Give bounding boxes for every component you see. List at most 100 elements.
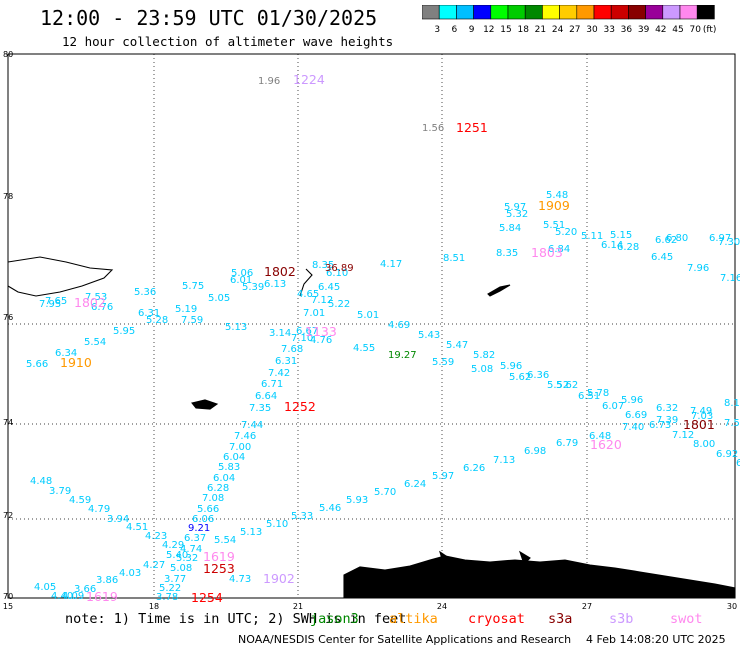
lat-label: 78 bbox=[3, 192, 13, 201]
wave-height-label: 4.23 bbox=[145, 531, 167, 542]
wave-height-label: 5.08 bbox=[170, 563, 192, 574]
wave-height-label: 5.43 bbox=[418, 330, 440, 341]
wave-height-label: 5.01 bbox=[357, 310, 379, 321]
wave-height-label: 7.44 bbox=[241, 420, 263, 431]
wave-height-label: 6.32 bbox=[656, 403, 678, 414]
wave-height-label: 6.14 bbox=[601, 240, 623, 251]
pass-time-label: 1902 bbox=[263, 571, 295, 586]
lon-label: 21 bbox=[293, 602, 303, 611]
scale-bin-label: 27 bbox=[569, 25, 580, 35]
wave-height-label: 4.48 bbox=[30, 476, 52, 487]
scale-bin-label: 21 bbox=[535, 25, 546, 35]
wave-height-label: 6.69 bbox=[625, 410, 647, 421]
wave-height-label: 8.1 bbox=[724, 398, 740, 409]
wave-height-label: 6. bbox=[736, 458, 740, 469]
wave-height-label: 4.55 bbox=[353, 343, 375, 354]
wave-height-label: 6.24 bbox=[404, 479, 426, 490]
wave-height-label: 7.59 bbox=[181, 315, 203, 326]
wave-height-label: 4.29 bbox=[162, 540, 184, 551]
wave-height-label: 4.69 bbox=[388, 320, 410, 331]
wave-height-label: 6.48 bbox=[589, 431, 611, 442]
wave-height-label: 4.65 bbox=[297, 289, 319, 300]
wave-height-label: 6.79 bbox=[556, 438, 578, 449]
wave-height-label: 5.66 bbox=[197, 504, 219, 515]
wave-height-label: 6.64 bbox=[255, 391, 277, 402]
wave-height-label: 7.01 bbox=[303, 308, 325, 319]
wave-height-label: 5.66 bbox=[26, 359, 48, 370]
pass-time-label: 1620 bbox=[590, 437, 622, 452]
wave-height-label: 5.11 bbox=[581, 231, 603, 242]
wave-height-label: 7.49 bbox=[690, 406, 712, 417]
lat-label: 80 bbox=[3, 50, 13, 59]
legend-row: note: 1) Time is in UTC; 2) SWH is in fe… bbox=[0, 611, 740, 631]
wave-height-label: 3.94 bbox=[107, 514, 129, 525]
wave-height-label: 6.51 bbox=[578, 391, 600, 402]
scale-bin-label: 18 bbox=[517, 25, 529, 35]
satellite-legend-cryosat: cryosat bbox=[468, 611, 525, 627]
wave-height-label: 6.04 bbox=[213, 473, 235, 484]
wave-height-label: 5.54 bbox=[214, 535, 236, 546]
wave-height-label: 5.10 bbox=[266, 519, 288, 530]
wave-height-label: 6.84 bbox=[548, 244, 570, 255]
wave-height-label: 7.30 bbox=[718, 237, 740, 248]
wave-height-label: 8.00 bbox=[693, 439, 715, 450]
wave-height-label: 7.95 bbox=[39, 299, 61, 310]
pass-time-label: 1133 bbox=[305, 324, 337, 339]
scale-bin-label: 15 bbox=[500, 25, 511, 35]
wave-height-label: 7.12 bbox=[672, 430, 694, 441]
wave-height-label: 5.59 bbox=[432, 357, 454, 368]
wave-height-label: 7.08 bbox=[202, 493, 224, 504]
footer-credit: NOAA/NESDIS Center for Satellite Applica… bbox=[238, 633, 572, 646]
lon-label: 24 bbox=[437, 602, 447, 611]
wave-height-label: 5.84 bbox=[499, 223, 521, 234]
wave-height-label: 3.86 bbox=[96, 575, 118, 586]
wave-height-label: 5.36 bbox=[134, 287, 156, 298]
wave-height-label: 4.09 bbox=[62, 591, 84, 602]
wave-height-label: 7.35 bbox=[249, 403, 271, 414]
wave-height-label: 3.78 bbox=[156, 592, 178, 603]
wave-height-label: 7.03 bbox=[691, 411, 713, 422]
wave-height-label: 5.52 bbox=[547, 380, 569, 391]
wave-height-label: 5.19 bbox=[175, 304, 197, 315]
wave-height-label: 6.76 bbox=[91, 302, 113, 313]
scale-bin-label: 36 bbox=[621, 25, 633, 35]
wave-height-label: 7.40 bbox=[622, 422, 644, 433]
pass-time-label: 1251 bbox=[456, 120, 488, 135]
wave-height-label: 7.00 bbox=[229, 442, 251, 453]
lat-label: 70 bbox=[3, 592, 13, 601]
wave-height-label: 7.12 bbox=[311, 295, 333, 306]
pass-time-label: 1909 bbox=[538, 198, 570, 213]
wave-height-label: 5.96 bbox=[500, 361, 522, 372]
scale-unit: (ft) bbox=[703, 25, 717, 35]
wave-height-label: 5.05 bbox=[208, 293, 230, 304]
scale-bin-label: 30 bbox=[586, 25, 598, 35]
wave-height-label: 5.96 bbox=[621, 395, 643, 406]
lat-label: 72 bbox=[3, 511, 13, 520]
wave-height-label: 5.08 bbox=[471, 364, 493, 375]
wave-height-label: 36.89 bbox=[325, 263, 354, 274]
wave-height-label: 5.06 bbox=[231, 268, 253, 279]
wave-height-label: 3.66 bbox=[74, 584, 96, 595]
satellite-legend-s3b: s3b bbox=[609, 611, 634, 627]
wave-height-label: 6.31 bbox=[138, 308, 160, 319]
wave-height-label: 6.07 bbox=[602, 401, 624, 412]
wave-height-label: 6.31 bbox=[275, 356, 297, 367]
wave-height-label: 6.98 bbox=[524, 446, 546, 457]
wave-height-label: 6.45 bbox=[651, 252, 673, 263]
pass-time-label: 1253 bbox=[203, 561, 235, 576]
wave-height-label: 7.39 bbox=[656, 415, 678, 426]
map-title: 12:00 - 23:59 UTC 01/30/2025 bbox=[40, 6, 378, 30]
wave-height-label: 5.82 bbox=[473, 350, 495, 361]
wave-height-label: 1.96 bbox=[258, 76, 280, 87]
lat-label: 74 bbox=[3, 418, 13, 427]
wave-height-label: 5.54 bbox=[84, 337, 106, 348]
pass-time-label: 1224 bbox=[293, 72, 325, 87]
wave-height-label: 5.97 bbox=[432, 471, 454, 482]
pass-time-label: 1254 bbox=[191, 590, 223, 605]
wave-height-label: 5.97 bbox=[504, 202, 526, 213]
wave-height-label: 19.27 bbox=[388, 350, 417, 361]
wave-height-label: 4.79 bbox=[88, 504, 110, 515]
lon-label: 27 bbox=[582, 602, 592, 611]
wave-height-label: 6.13 bbox=[264, 279, 286, 290]
lon-label: 15 bbox=[3, 602, 13, 611]
